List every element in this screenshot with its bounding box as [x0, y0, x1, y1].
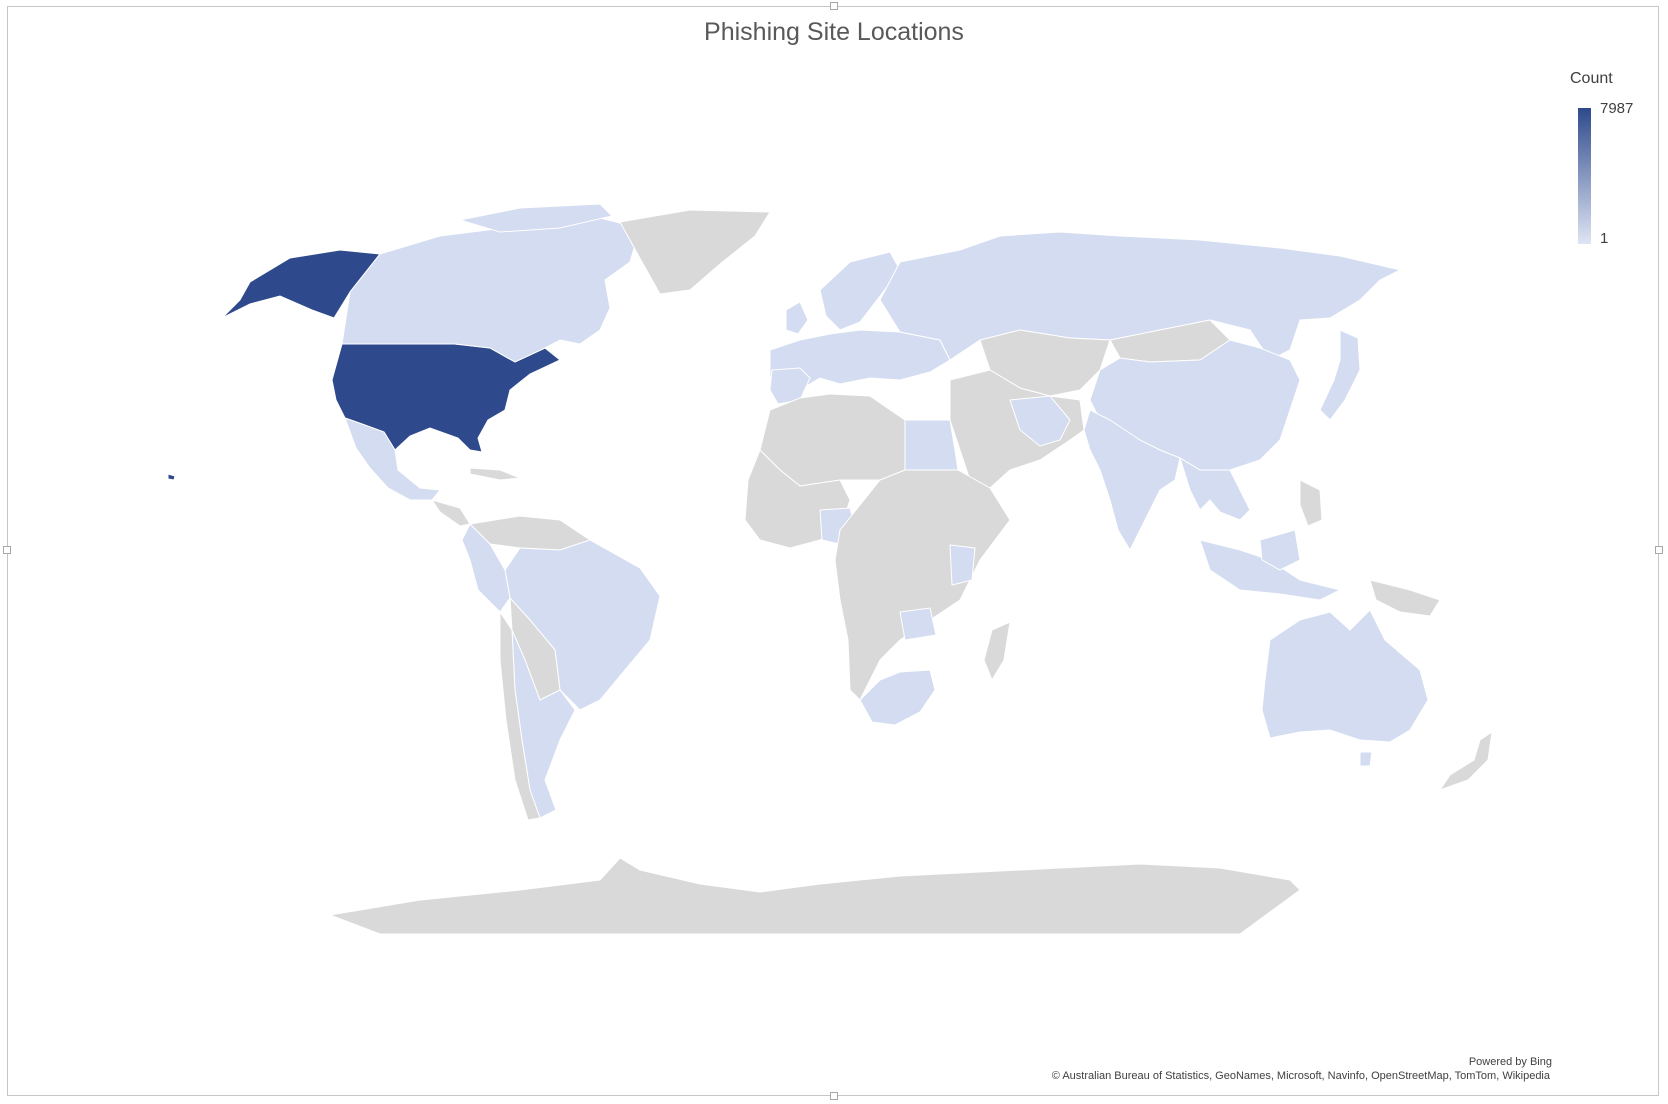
region-indonesia: [1199, 539, 1342, 601]
region-new-guinea: [1369, 579, 1441, 617]
legend-max-label: 7987: [1600, 100, 1634, 117]
resize-handle-right[interactable]: [1655, 546, 1663, 554]
region-philippines: [1299, 479, 1323, 527]
region-kenya: [949, 544, 976, 586]
legend-title: Count: [1570, 70, 1613, 87]
region-new-zealand: [1438, 730, 1493, 791]
region-south-africa: [859, 669, 936, 726]
region-india: [1083, 409, 1181, 552]
legend-min-label: 1: [1600, 230, 1609, 247]
resize-handle-left[interactable]: [3, 546, 11, 554]
region-tasmania: [1359, 751, 1373, 767]
region-borneo: [1259, 529, 1301, 571]
region-mexico: [344, 417, 441, 501]
region-alaska: [221, 249, 381, 319]
resize-handle-bottom[interactable]: [830, 1092, 838, 1100]
region-central-america: [430, 499, 471, 527]
region-canada-islands: [459, 203, 613, 233]
legend-color-scale: [1578, 108, 1591, 244]
resize-handle-top[interactable]: [830, 2, 838, 10]
region-uk: [785, 301, 809, 335]
region-central-africa: [834, 469, 1011, 701]
powered-by-label: Powered by Bing: [1468, 1056, 1552, 1068]
region-antarctica: [328, 857, 1301, 935]
region-zambia: [899, 607, 937, 641]
region-madagascar: [983, 621, 1011, 682]
region-australia: [1261, 609, 1429, 743]
region-canada: [341, 217, 641, 363]
region-southeast-asia: [1179, 456, 1251, 521]
region-iran: [1009, 395, 1071, 447]
region-hawaii: [167, 473, 176, 481]
chart-title: Phishing Site Locations: [704, 18, 964, 46]
region-egypt: [904, 419, 959, 471]
region-chile: [499, 610, 541, 821]
region-caribbean: [469, 467, 521, 481]
map-attribution: © Australian Bureau of Statistics, GeoNa…: [1051, 1070, 1550, 1082]
region-russia: [879, 231, 1402, 361]
region-scandinavia: [819, 251, 901, 331]
region-japan: [1319, 329, 1361, 421]
region-greenland: [619, 209, 771, 295]
